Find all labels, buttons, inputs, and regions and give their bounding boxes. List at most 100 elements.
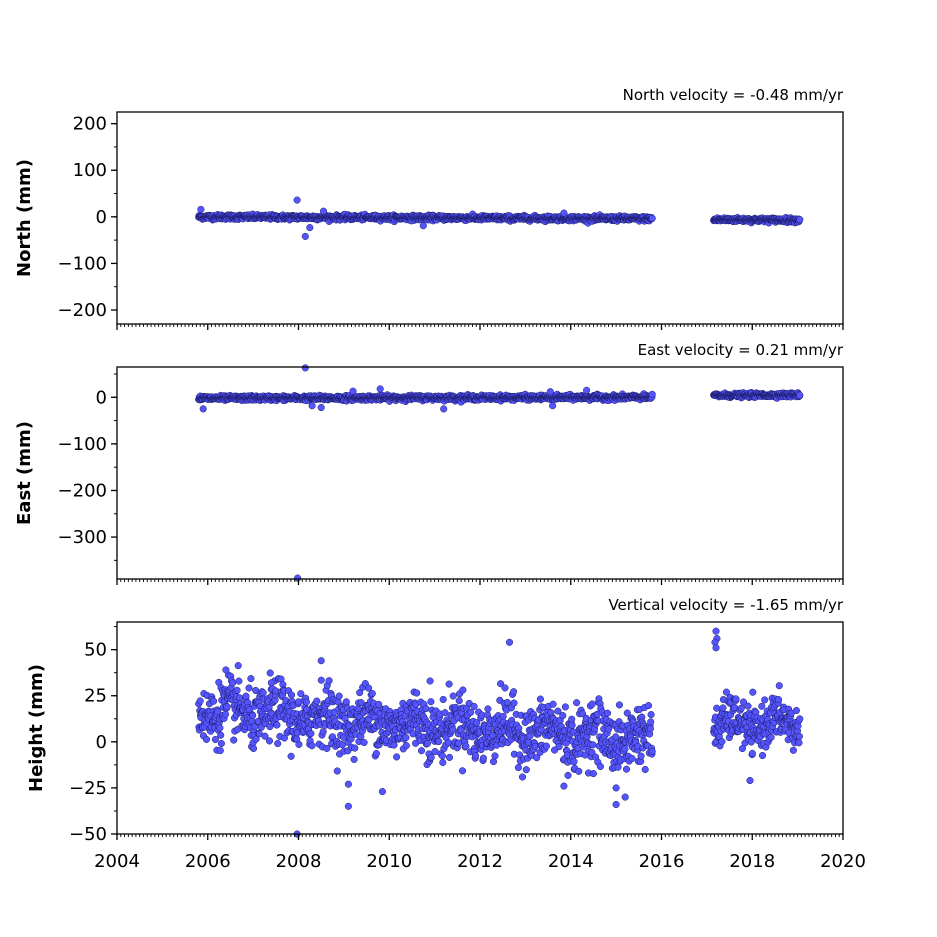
- data-point: [455, 739, 463, 747]
- data-point: [445, 753, 454, 761]
- data-point: [351, 744, 359, 752]
- data-point: [308, 402, 316, 410]
- data-point: [422, 705, 430, 713]
- data-point: [560, 209, 568, 217]
- data-point: [423, 739, 432, 747]
- data-point: [349, 387, 357, 395]
- data-point: [596, 762, 604, 771]
- data-point: [249, 711, 257, 720]
- data-point: [307, 730, 315, 738]
- y-tick-label: −200: [58, 300, 107, 321]
- data-point: [612, 800, 620, 809]
- data-point: [372, 749, 380, 758]
- data-point: [293, 196, 301, 204]
- data-point: [393, 753, 401, 761]
- height-axis-label: Height (mm): [26, 664, 47, 792]
- data-point: [795, 732, 803, 740]
- data-point: [589, 770, 597, 778]
- data-point: [744, 702, 752, 710]
- data-point: [589, 741, 597, 749]
- data-point: [313, 697, 321, 705]
- data-point: [621, 793, 629, 801]
- data-point: [622, 765, 631, 773]
- data-point: [196, 697, 204, 705]
- data-point: [479, 754, 487, 762]
- data-point: [426, 677, 434, 685]
- data-point: [510, 688, 518, 696]
- data-point: [267, 679, 275, 687]
- data-point: [758, 702, 766, 710]
- data-point: [317, 403, 325, 412]
- data-point: [555, 743, 563, 751]
- data-point: [549, 402, 557, 410]
- data-point: [796, 391, 804, 399]
- data-point: [342, 698, 350, 706]
- data-point: [459, 686, 467, 694]
- data-point: [561, 703, 569, 711]
- data-point: [294, 574, 302, 582]
- data-point: [647, 718, 655, 726]
- data-point: [732, 695, 740, 703]
- data-point: [718, 738, 726, 746]
- data-point: [583, 386, 591, 394]
- north-points: [195, 196, 804, 240]
- y-tick-label: 0: [96, 732, 107, 753]
- data-point: [637, 752, 645, 760]
- vertical-velocity-title: Vertical velocity = -1.65 mm/yr: [608, 596, 843, 614]
- data-point: [549, 700, 557, 708]
- data-point: [216, 747, 224, 755]
- east-panel: East velocity = 0.21 mm/yr East (mm) 0 −1…: [14, 341, 844, 585]
- data-point: [344, 780, 352, 788]
- data-point: [774, 696, 783, 704]
- data-point: [306, 224, 314, 232]
- data-point: [413, 689, 421, 697]
- data-point: [301, 232, 309, 240]
- data-point: [749, 688, 757, 696]
- data-point: [775, 682, 783, 690]
- data-point: [621, 745, 629, 753]
- east-velocity-title: East velocity = 0.21 mm/yr: [638, 341, 844, 359]
- data-point: [628, 754, 636, 763]
- north-axis-label: North (mm): [14, 159, 35, 277]
- data-point: [748, 749, 756, 757]
- data-point: [712, 644, 720, 652]
- data-point: [235, 677, 243, 685]
- data-point: [449, 726, 457, 734]
- data-point: [417, 747, 426, 755]
- data-point: [712, 627, 720, 635]
- data-point: [221, 710, 230, 718]
- data-point: [570, 758, 578, 766]
- y-tick-label: 0: [96, 387, 107, 408]
- data-point: [236, 694, 244, 702]
- data-point: [644, 702, 653, 710]
- data-point: [247, 675, 255, 683]
- data-point: [719, 704, 727, 712]
- data-point: [273, 721, 281, 729]
- data-point: [211, 735, 219, 744]
- data-point: [568, 721, 576, 729]
- data-point: [249, 744, 258, 753]
- data-point: [317, 657, 325, 665]
- data-point: [259, 689, 267, 697]
- data-point: [222, 666, 230, 674]
- y-tick-label: −200: [58, 480, 107, 501]
- data-point: [439, 695, 447, 704]
- data-point: [317, 676, 325, 684]
- east-points: [195, 364, 804, 582]
- data-point: [484, 705, 492, 713]
- data-point: [217, 739, 225, 748]
- data-point: [376, 385, 384, 393]
- data-point: [230, 736, 238, 744]
- data-point: [402, 734, 410, 742]
- data-point: [233, 686, 241, 694]
- data-point: [435, 737, 443, 746]
- data-point: [614, 763, 622, 771]
- y-tick-label: −25: [69, 778, 107, 799]
- data-point: [518, 773, 527, 781]
- data-point: [333, 767, 341, 775]
- data-point: [229, 679, 237, 687]
- data-point: [641, 765, 649, 774]
- data-point: [378, 788, 386, 796]
- data-point: [510, 699, 518, 707]
